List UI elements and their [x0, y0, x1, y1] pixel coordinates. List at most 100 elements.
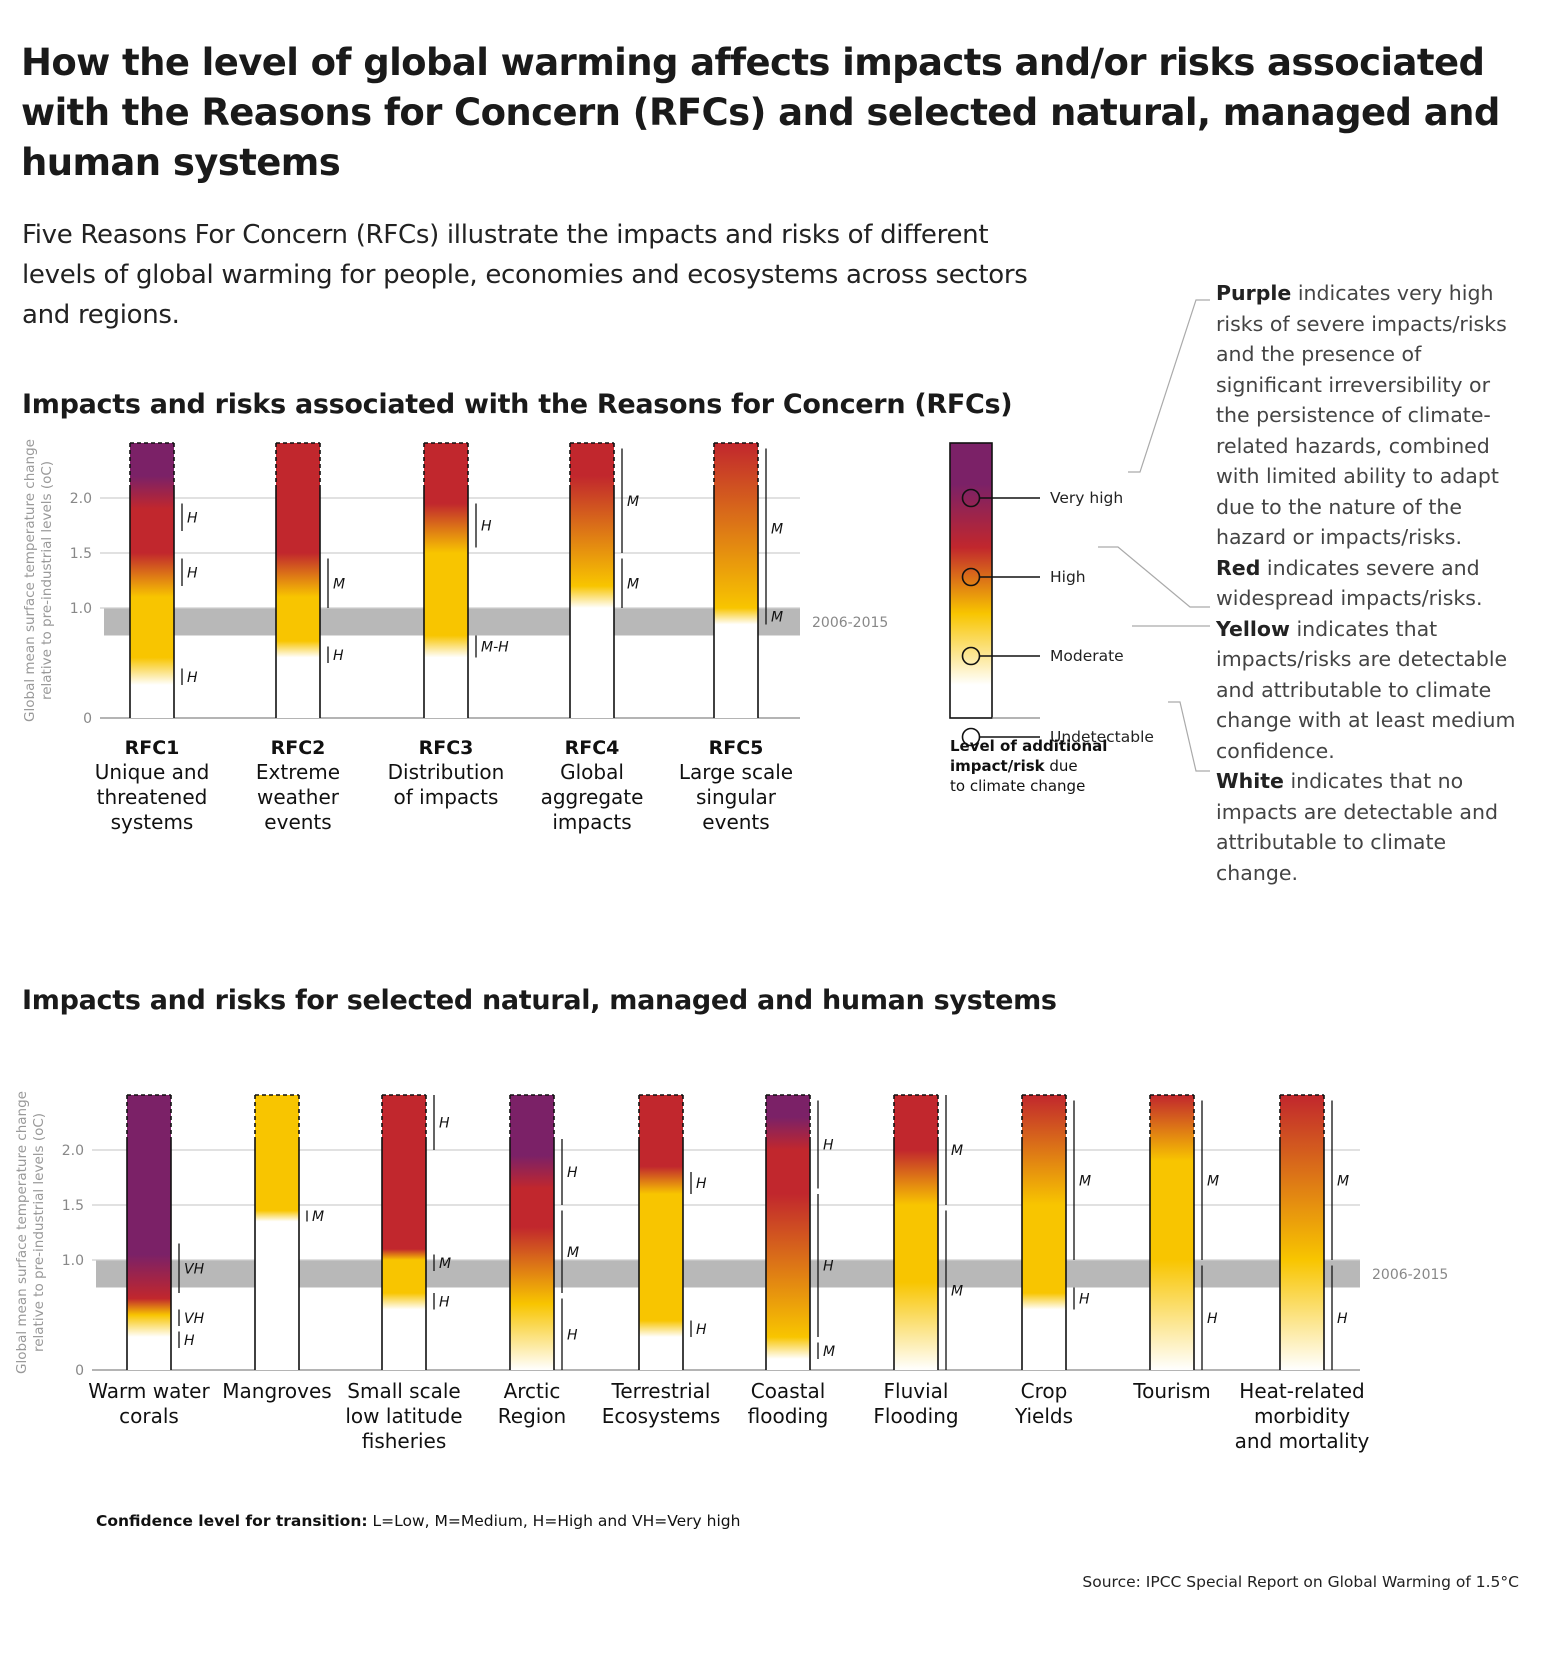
note-text: indicates severe and widespread impacts/… [1216, 555, 1483, 611]
risk-bar [255, 1095, 299, 1370]
confidence-label: M [823, 1344, 835, 1360]
confidence-label: H [439, 1116, 450, 1132]
confidence-label: Confidence level for transition: [96, 1512, 368, 1530]
reference-band-label: 2006-2015 [812, 615, 888, 631]
confidence-label: H [696, 1322, 707, 1338]
category-label: Crop [1021, 1379, 1068, 1403]
legend-title-bold: impact/risk [950, 757, 1046, 775]
confidence-label: H [439, 1294, 450, 1310]
confidence-label: M [1207, 1173, 1219, 1189]
category-label: Extreme [256, 760, 340, 784]
confidence-label: H [187, 565, 198, 581]
y-tick-label: 0 [83, 711, 92, 727]
confidence-label: M [627, 576, 639, 592]
note-red: Red indicates severe and widespread impa… [1216, 553, 1526, 614]
confidence-label: H [823, 1259, 834, 1275]
legend-label: Very high [1050, 489, 1123, 507]
category-label: aggregate [541, 785, 644, 809]
category-label: Small scale [347, 1379, 460, 1403]
category-code: RFC3 [419, 737, 474, 759]
legend-bar [949, 442, 993, 719]
risk-bar [276, 443, 320, 718]
category-code: RFC1 [125, 737, 180, 759]
confidence-label: M [627, 494, 639, 510]
confidence-label: H [1207, 1311, 1218, 1327]
y-axis-label: Global mean surface temperature change [14, 1091, 30, 1374]
risk-bar [1280, 1095, 1324, 1370]
rfc-section-heading: Impacts and risks associated with the Re… [22, 389, 1013, 420]
category-label: impacts [552, 810, 631, 834]
confidence-label: H [567, 1327, 578, 1343]
risk-bar [130, 443, 174, 718]
confidence-text: L=Low, M=Medium, H=High and VH=Very high [367, 1512, 741, 1530]
category-label: Flooding [873, 1404, 958, 1428]
confidence-label: M [771, 521, 783, 537]
confidence-note: Confidence level for transition: L=Low, … [96, 1512, 740, 1530]
page-title: How the level of global warming affects … [21, 41, 1500, 184]
reference-band-label: 2006-2015 [1372, 1267, 1448, 1283]
y-tick-label: 1.0 [70, 601, 92, 617]
category-label: Heat-related [1239, 1379, 1364, 1403]
confidence-label: H [184, 1333, 195, 1349]
category-code: RFC2 [271, 737, 326, 759]
risk-bar [424, 443, 468, 718]
note-connector [1128, 299, 1210, 473]
intro-text: Five Reasons For Concern (RFCs) illustra… [22, 220, 1028, 330]
note-key: Yellow [1216, 616, 1290, 641]
category-label: morbidity [1254, 1404, 1350, 1428]
confidence-label: M [567, 1245, 579, 1261]
confidence-label: H [187, 510, 198, 526]
y-tick-label: 0 [75, 1363, 84, 1379]
risk-bar [510, 1095, 554, 1370]
risk-bar [639, 1095, 683, 1370]
note-connector [1168, 701, 1210, 772]
y-axis-label: Global mean surface temperature change [22, 439, 38, 722]
risk-bar [1022, 1095, 1066, 1370]
category-label: weather [257, 785, 340, 809]
category-label: threatened [97, 785, 208, 809]
category-label: corals [119, 1404, 179, 1428]
confidence-label: M [312, 1209, 324, 1225]
confidence-label: M [1337, 1173, 1349, 1189]
note-key: White [1216, 769, 1284, 793]
confidence-label: H [481, 519, 492, 535]
confidence-label: VH [184, 1311, 205, 1327]
y-tick-label: 1.5 [70, 546, 92, 562]
category-label: of impacts [394, 785, 499, 809]
note-key: Purple [1216, 281, 1292, 305]
category-label: systems [111, 810, 194, 834]
confidence-label: H [696, 1176, 707, 1192]
risk-bar [127, 1095, 171, 1370]
confidence-label: M [951, 1283, 963, 1299]
systems-chart: 2006-2015 0 1.0 1.5 2.0 Global mean surface t… [14, 1091, 1448, 1453]
legend-title: impact/risk due [950, 757, 1078, 775]
category-label: Tourism [1132, 1379, 1210, 1403]
note-text: indicates that no impacts are detectable… [1216, 769, 1498, 885]
risk-bar [894, 1095, 938, 1370]
category-code: RFC5 [709, 737, 764, 759]
risk-bar [382, 1095, 426, 1370]
confidence-label: H [567, 1165, 578, 1181]
category-label: fisheries [362, 1429, 447, 1453]
risk-bar [570, 443, 614, 718]
confidence-label: M [1079, 1173, 1091, 1189]
category-label: events [264, 810, 331, 834]
category-label: Distribution [388, 760, 505, 784]
note-white: White indicates that no impacts are dete… [1216, 766, 1526, 888]
y-tick-label: 1.0 [62, 1253, 84, 1269]
category-label: Arctic [504, 1379, 561, 1403]
risk-bar [714, 443, 758, 718]
category-label: low latitude [345, 1404, 462, 1428]
category-label: flooding [748, 1404, 829, 1428]
category-label: events [702, 810, 769, 834]
category-label: Mangroves [222, 1379, 331, 1403]
category-label: Terrestrial [611, 1379, 711, 1403]
confidence-label: H [187, 670, 198, 686]
y-tick-label: 2.0 [70, 491, 92, 507]
legend-title: to climate change [950, 777, 1085, 795]
category-label: Warm water [88, 1379, 210, 1403]
category-label: Global [560, 760, 624, 784]
confidence-label: H [333, 648, 344, 664]
risk-bar [1150, 1095, 1194, 1370]
category-label: Region [498, 1404, 566, 1428]
